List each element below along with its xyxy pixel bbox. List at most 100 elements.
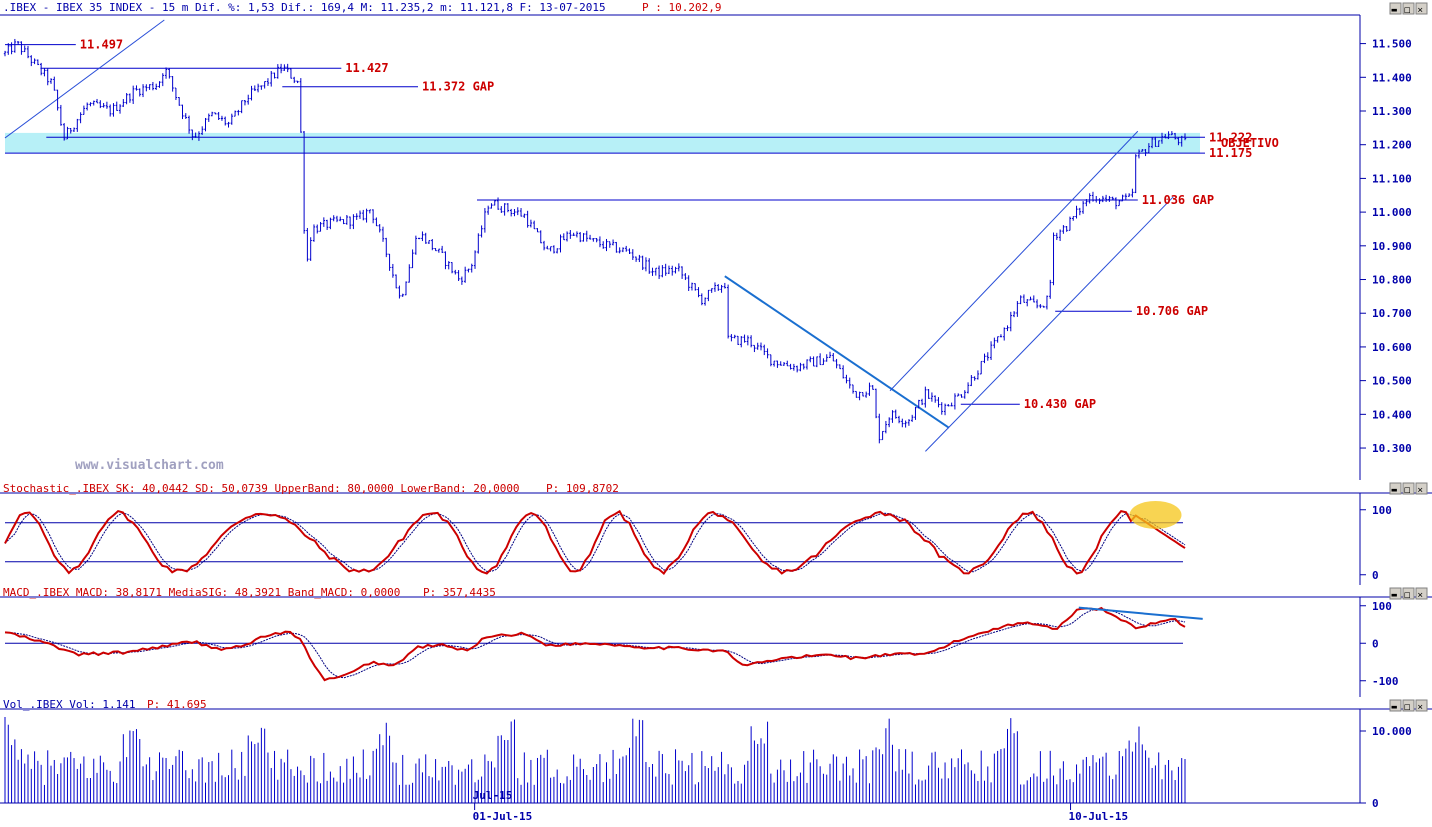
level-label: 11.372 GAP — [422, 80, 494, 94]
candle — [408, 264, 411, 283]
candle — [851, 384, 855, 394]
candle — [753, 344, 756, 353]
candle — [171, 76, 174, 92]
candle — [710, 288, 713, 293]
candle — [1016, 301, 1019, 317]
candle — [62, 123, 66, 141]
candle — [1104, 194, 1108, 202]
candle — [1035, 299, 1039, 309]
window-button[interactable] — [1415, 482, 1428, 495]
candle — [20, 41, 23, 55]
candle — [756, 342, 759, 350]
candle — [1183, 133, 1187, 141]
y-tick-label: 100 — [1372, 504, 1392, 517]
candle — [1180, 135, 1183, 147]
candle — [661, 265, 664, 278]
candle — [266, 78, 270, 86]
volume-label: Vol_.IBEX Vol: 1.141 — [3, 698, 135, 711]
candle — [1137, 149, 1141, 159]
window-button[interactable] — [1402, 2, 1415, 15]
y-tick-label: 11.200 — [1372, 139, 1412, 152]
candle — [795, 365, 799, 373]
candle — [332, 215, 335, 222]
price-header-extra: P : 10.202,9 — [642, 1, 721, 14]
candle — [644, 257, 648, 272]
stochastic-highlight — [1129, 500, 1182, 529]
candle — [595, 238, 598, 243]
candle — [638, 254, 641, 263]
candle — [713, 282, 717, 292]
time-x-axis: 01-Jul-15 10-Jul-15 Jul-15 — [473, 789, 1129, 823]
level-lines-layer — [5, 44, 1205, 405]
window-button[interactable] — [1415, 2, 1428, 15]
trendline — [724, 275, 950, 429]
candle — [46, 68, 49, 86]
candle — [480, 225, 483, 238]
candle — [39, 62, 43, 76]
candle — [59, 104, 63, 126]
candle — [680, 266, 684, 279]
candle — [1049, 279, 1052, 299]
window-button[interactable] — [1389, 699, 1402, 712]
candle — [542, 240, 546, 251]
candle — [358, 210, 362, 219]
candle — [224, 116, 227, 126]
candle — [776, 360, 779, 368]
candle — [960, 394, 963, 398]
candle — [10, 42, 13, 55]
candle — [684, 273, 687, 281]
candle — [490, 203, 493, 209]
y-tick-label: 0 — [1372, 797, 1379, 810]
candle — [362, 209, 365, 221]
candle — [976, 370, 980, 380]
candle — [782, 361, 786, 366]
candle — [434, 248, 437, 252]
candle — [986, 352, 989, 361]
candle — [654, 267, 658, 276]
candle — [999, 334, 1003, 338]
candle — [306, 227, 309, 262]
window-button[interactable] — [1402, 587, 1415, 600]
candle — [339, 216, 342, 222]
candle — [950, 402, 953, 407]
window-button[interactable] — [1389, 482, 1402, 495]
candle — [496, 197, 500, 210]
candle — [322, 217, 326, 227]
candle — [825, 354, 828, 362]
candle — [66, 126, 69, 140]
macd-line — [4, 606, 1186, 682]
candle — [973, 376, 976, 381]
candle — [657, 265, 661, 280]
window-button[interactable] — [1415, 699, 1428, 712]
window-button[interactable] — [1402, 482, 1415, 495]
candle — [832, 352, 835, 362]
candle — [526, 210, 529, 228]
candle — [279, 63, 283, 74]
candle — [970, 375, 973, 387]
candle — [263, 80, 266, 89]
candle — [335, 215, 339, 223]
candle — [572, 232, 575, 236]
candle — [671, 265, 674, 276]
candle — [273, 72, 276, 79]
panel-window-buttons[interactable]: ▬ □ ✕ ▬ □ ✕ ▬ □ ✕ ▬ □ ✕ — [1389, 2, 1428, 713]
price-candles[interactable] — [3, 38, 1187, 444]
y-tick-label: 10.800 — [1372, 274, 1412, 287]
candle — [1118, 200, 1121, 207]
candle — [158, 81, 161, 88]
window-button[interactable] — [1402, 699, 1415, 712]
candle — [427, 240, 431, 245]
candle — [102, 102, 105, 108]
window-button[interactable] — [1389, 2, 1402, 15]
window-button[interactable] — [1415, 587, 1428, 600]
candle — [122, 99, 125, 107]
candle — [250, 85, 253, 101]
candle — [697, 287, 700, 298]
candle — [763, 344, 766, 356]
candle — [818, 353, 822, 366]
candle — [1141, 148, 1144, 152]
window-button[interactable] — [1389, 587, 1402, 600]
level-label: 11.175 — [1209, 146, 1252, 160]
candle — [812, 356, 815, 367]
candle — [1042, 305, 1045, 308]
